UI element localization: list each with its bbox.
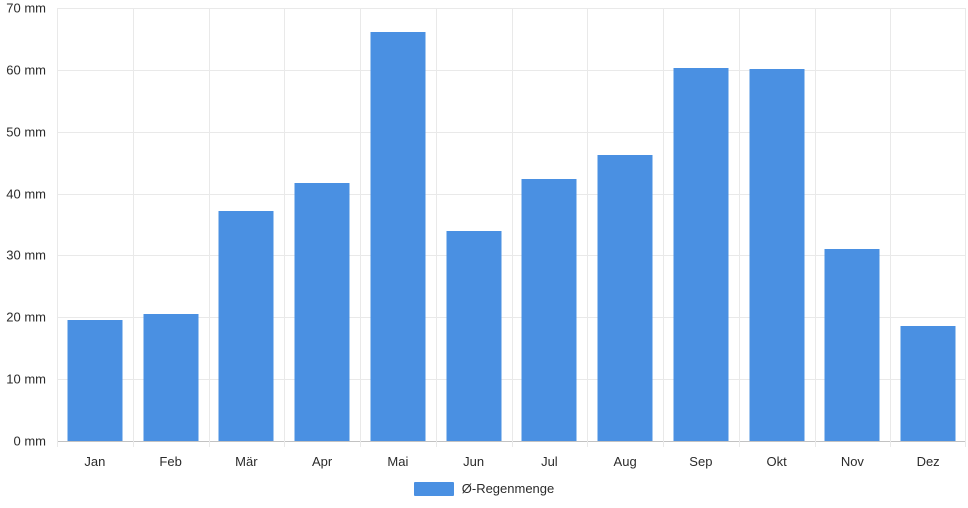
- y-tick-label: 0 mm: [13, 433, 47, 449]
- v-gridline: [208, 8, 210, 447]
- legend[interactable]: Ø-Regenmenge: [0, 481, 968, 496]
- v-gridline: [663, 8, 664, 447]
- v-gridline: [814, 8, 816, 447]
- x-tick-label: Nov: [840, 454, 864, 469]
- bar-apr[interactable]: [294, 183, 350, 441]
- x-tick-label: Jan: [84, 454, 106, 469]
- legend-swatch-icon: [413, 481, 454, 496]
- v-gridline: [284, 8, 286, 447]
- bar-jan[interactable]: [67, 320, 123, 441]
- x-tick-label: Jul: [541, 454, 558, 469]
- bar-mai[interactable]: [370, 32, 426, 441]
- bar-aug[interactable]: [597, 154, 653, 441]
- bar-okt[interactable]: [749, 69, 805, 441]
- y-tick-label: 20 mm: [6, 309, 46, 325]
- v-gridline: [132, 8, 134, 447]
- v-gridline: [738, 8, 740, 447]
- y-tick-label: 40 mm: [6, 186, 46, 202]
- x-tick-label: Dez: [916, 454, 940, 469]
- y-tick-label: 30 mm: [6, 247, 46, 263]
- bar-nov[interactable]: [824, 249, 880, 441]
- v-gridline: [511, 8, 513, 447]
- plot-area: [57, 8, 966, 447]
- bar-sep[interactable]: [673, 68, 729, 441]
- v-gridline: [890, 8, 892, 447]
- x-tick-label: Jun: [463, 454, 485, 469]
- bar-feb[interactable]: [143, 313, 199, 441]
- bar-dez[interactable]: [900, 325, 956, 441]
- legend-label: Ø-Regenmenge: [461, 481, 555, 496]
- x-tick-label: Sep: [689, 454, 713, 469]
- x-tick-label: Mai: [387, 454, 409, 469]
- x-tick-label: Feb: [159, 454, 182, 469]
- x-tick-label: Okt: [766, 454, 787, 469]
- y-tick-label: 70 mm: [6, 0, 46, 16]
- v-gridline: [587, 8, 589, 447]
- y-axis: 70 mm 60 mm 50 mm 40 mm 30 mm 20 mm 10 mm 0 mm: [0, 0, 50, 448]
- y-tick-label: 50 mm: [6, 124, 46, 140]
- v-gridline: [435, 8, 437, 447]
- bar-jul[interactable]: [521, 178, 577, 441]
- y-tick-label: 60 mm: [6, 62, 46, 78]
- bar-mär[interactable]: [218, 210, 274, 441]
- x-axis: Jan Feb Mär Apr Mai Jun Jul Aug Sep Okt Nov Dez: [57, 453, 966, 471]
- x-tick-label: Aug: [613, 454, 637, 469]
- y-tick-label: 10 mm: [6, 371, 46, 387]
- v-gridline: [57, 8, 58, 447]
- x-tick-label: Apr: [312, 454, 333, 469]
- v-gridline: [360, 8, 361, 447]
- v-gridline: [965, 8, 966, 447]
- x-tick-label: Mär: [235, 454, 258, 469]
- bar-jun[interactable]: [446, 230, 502, 441]
